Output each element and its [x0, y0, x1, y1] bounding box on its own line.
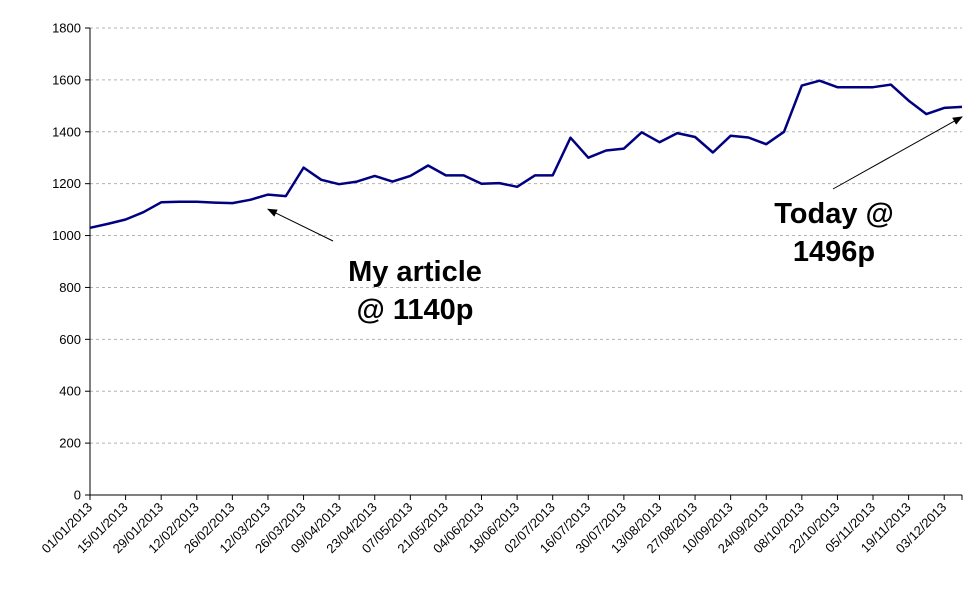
annotation-arrow — [267, 208, 334, 242]
y-tick-label: 200 — [59, 436, 81, 451]
y-tick-label: 0 — [74, 488, 81, 503]
y-tick-label: 1800 — [52, 21, 81, 36]
y-tick-label: 800 — [59, 280, 81, 295]
annotation-text: 1496p — [793, 236, 875, 268]
axes — [85, 27, 963, 500]
y-tick-label: 400 — [59, 384, 81, 399]
series — [89, 79, 963, 230]
y-tick-label: 1600 — [52, 72, 81, 87]
x-tick-labels: 01/01/201315/01/201329/01/201312/02/2013… — [38, 500, 949, 557]
y-tick-labels: 0 200 400 600 800 1000 1200 1400 1600 1800 — [52, 21, 81, 503]
annotation-text: @ 1140p — [357, 294, 474, 326]
annotation-text: My article — [348, 256, 482, 288]
series-line — [89, 79, 963, 230]
annotation-arrow — [832, 116, 963, 190]
y-tick-label: 1200 — [52, 176, 81, 191]
y-tick-label: 1400 — [52, 124, 81, 139]
gridlines — [90, 27, 962, 444]
annotation-text: Today @ — [774, 198, 894, 230]
y-tick-label: 1000 — [52, 228, 81, 243]
annotations: My article @ 1140p Today @ 1496p — [267, 116, 963, 326]
y-tick-label: 600 — [59, 332, 81, 347]
